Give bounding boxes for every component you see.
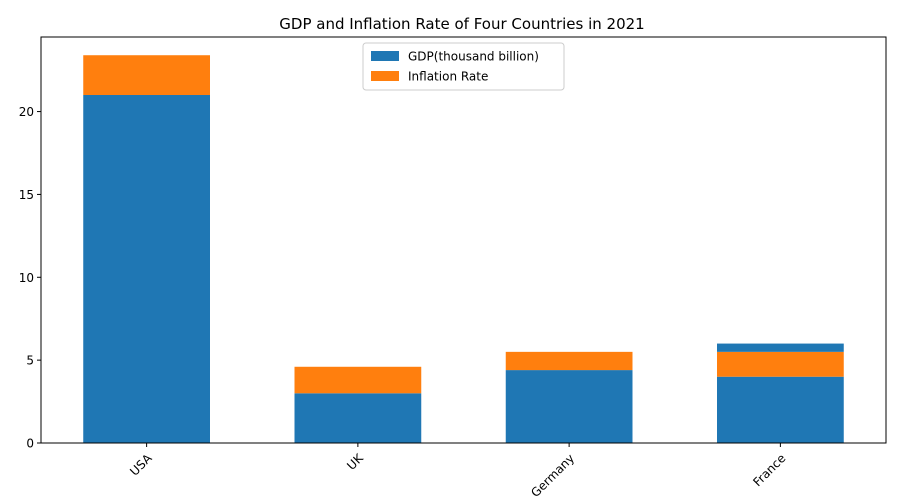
bar-uk-series-2: [294, 366, 422, 394]
bar-france-series-1: [717, 376, 844, 443]
chart-title: GDP and Inflation Rate of Four Countries…: [279, 15, 644, 33]
axes-frame: [40, 36, 887, 444]
x-tick-label-germany: Germany: [528, 451, 577, 500]
legend-label-2: Inflation Rate: [408, 70, 488, 84]
x-tick-label-uk: UK: [344, 450, 366, 472]
y-tick-label: 15: [19, 188, 34, 202]
bar-germany-series-1: [505, 370, 633, 443]
y-tick-label: 0: [26, 437, 34, 451]
legend-label-1: GDP(thousand billion): [408, 50, 539, 64]
bar-uk-series-1: [294, 393, 422, 443]
legend-swatch-1: [371, 51, 399, 61]
legend: GDP(thousand billion) Inflation Rate: [362, 42, 565, 91]
bar-usa-series-1: [83, 95, 210, 443]
legend-box: [362, 42, 565, 91]
y-tick-label: 10: [19, 271, 34, 285]
bar-usa-series-2: [83, 55, 210, 95]
legend-swatch-2: [371, 71, 399, 81]
y-tick-label: 5: [26, 354, 34, 368]
plot-area: [83, 55, 844, 443]
bar-france-extra-segment: [717, 343, 844, 352]
bar-france-series-2: [717, 351, 844, 377]
y-tick-label: 20: [19, 105, 34, 119]
x-tick-label-usa: USA: [127, 451, 155, 479]
x-tick-label-france: France: [750, 451, 788, 489]
bar-germany-series-2: [505, 351, 633, 371]
